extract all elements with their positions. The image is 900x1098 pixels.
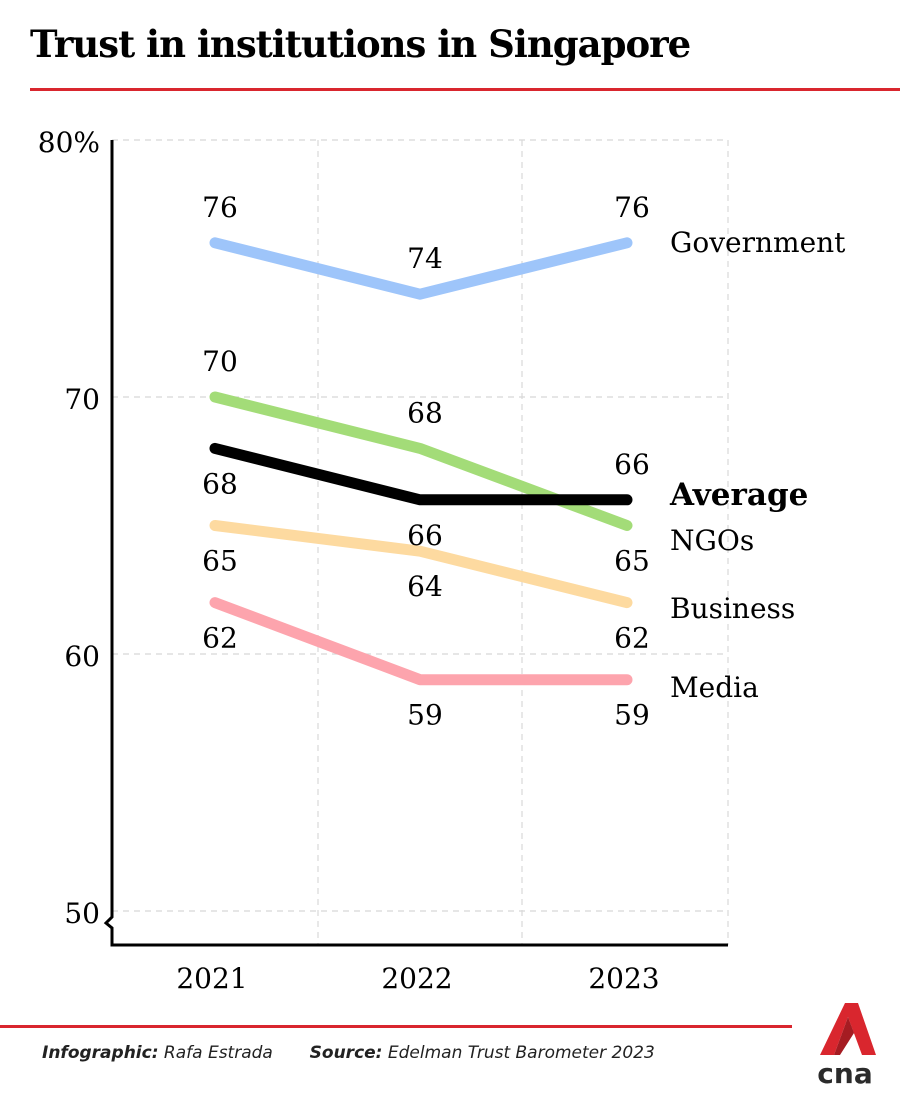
infographic-label: Infographic: — [42, 1043, 159, 1063]
x-tick-label: 2023 — [588, 962, 659, 995]
y-tick-label: 70 — [64, 383, 100, 416]
data-label: 64 — [407, 570, 443, 603]
x-tick-label: 2022 — [381, 962, 452, 995]
title-divider — [30, 88, 900, 91]
data-label: 68 — [202, 467, 238, 500]
chart-title: Trust in institutions in Singapore — [30, 22, 691, 66]
axis-line — [103, 140, 728, 947]
data-label: 76 — [202, 191, 238, 224]
source-label: Source: — [309, 1043, 383, 1063]
infographic-author: Rafa Estrada — [163, 1043, 273, 1063]
data-label: 62 — [202, 622, 238, 655]
line-chart: 50 60 70 80% 2021 2022 2023 76 74 76 70 68 65 68 66 66 6… — [38, 126, 846, 995]
source-value: Edelman Trust Barometer 2023 — [387, 1043, 655, 1063]
cna-logo: cna — [817, 1003, 876, 1087]
data-label: 74 — [407, 242, 443, 275]
series-line-business — [209, 520, 633, 609]
data-label: 65 — [614, 545, 650, 578]
legend-label-average: Average — [669, 477, 808, 513]
footer-divider — [0, 1025, 792, 1028]
y-tick-label: 80% — [38, 126, 100, 159]
series-line-average — [209, 442, 633, 506]
data-label: 62 — [614, 622, 650, 655]
data-label: 68 — [407, 396, 443, 429]
legend-label-media: Media — [670, 671, 759, 704]
data-label: 65 — [202, 545, 238, 578]
series-line-media — [209, 597, 633, 686]
data-label: 76 — [614, 191, 650, 224]
data-label: 66 — [407, 519, 443, 552]
logo-mark-icon — [820, 1003, 876, 1055]
y-tick-label: 60 — [64, 640, 100, 673]
data-label: 70 — [202, 345, 238, 378]
data-label: 66 — [614, 448, 650, 481]
legend-label-government: Government — [670, 226, 846, 259]
logo-text: cna — [817, 1057, 872, 1087]
logo-mark-shade-icon — [834, 1017, 854, 1055]
credits: Infographic: Rafa Estrada Source: Edelma… — [42, 1043, 655, 1063]
legend-label-business: Business — [670, 592, 795, 625]
y-tick-label: 50 — [64, 897, 100, 930]
x-tick-label: 2021 — [176, 962, 247, 995]
data-label: 59 — [407, 699, 443, 732]
legend-label-ngos: NGOs — [670, 524, 754, 557]
data-label: 59 — [614, 699, 650, 732]
series-line-government — [209, 237, 633, 300]
